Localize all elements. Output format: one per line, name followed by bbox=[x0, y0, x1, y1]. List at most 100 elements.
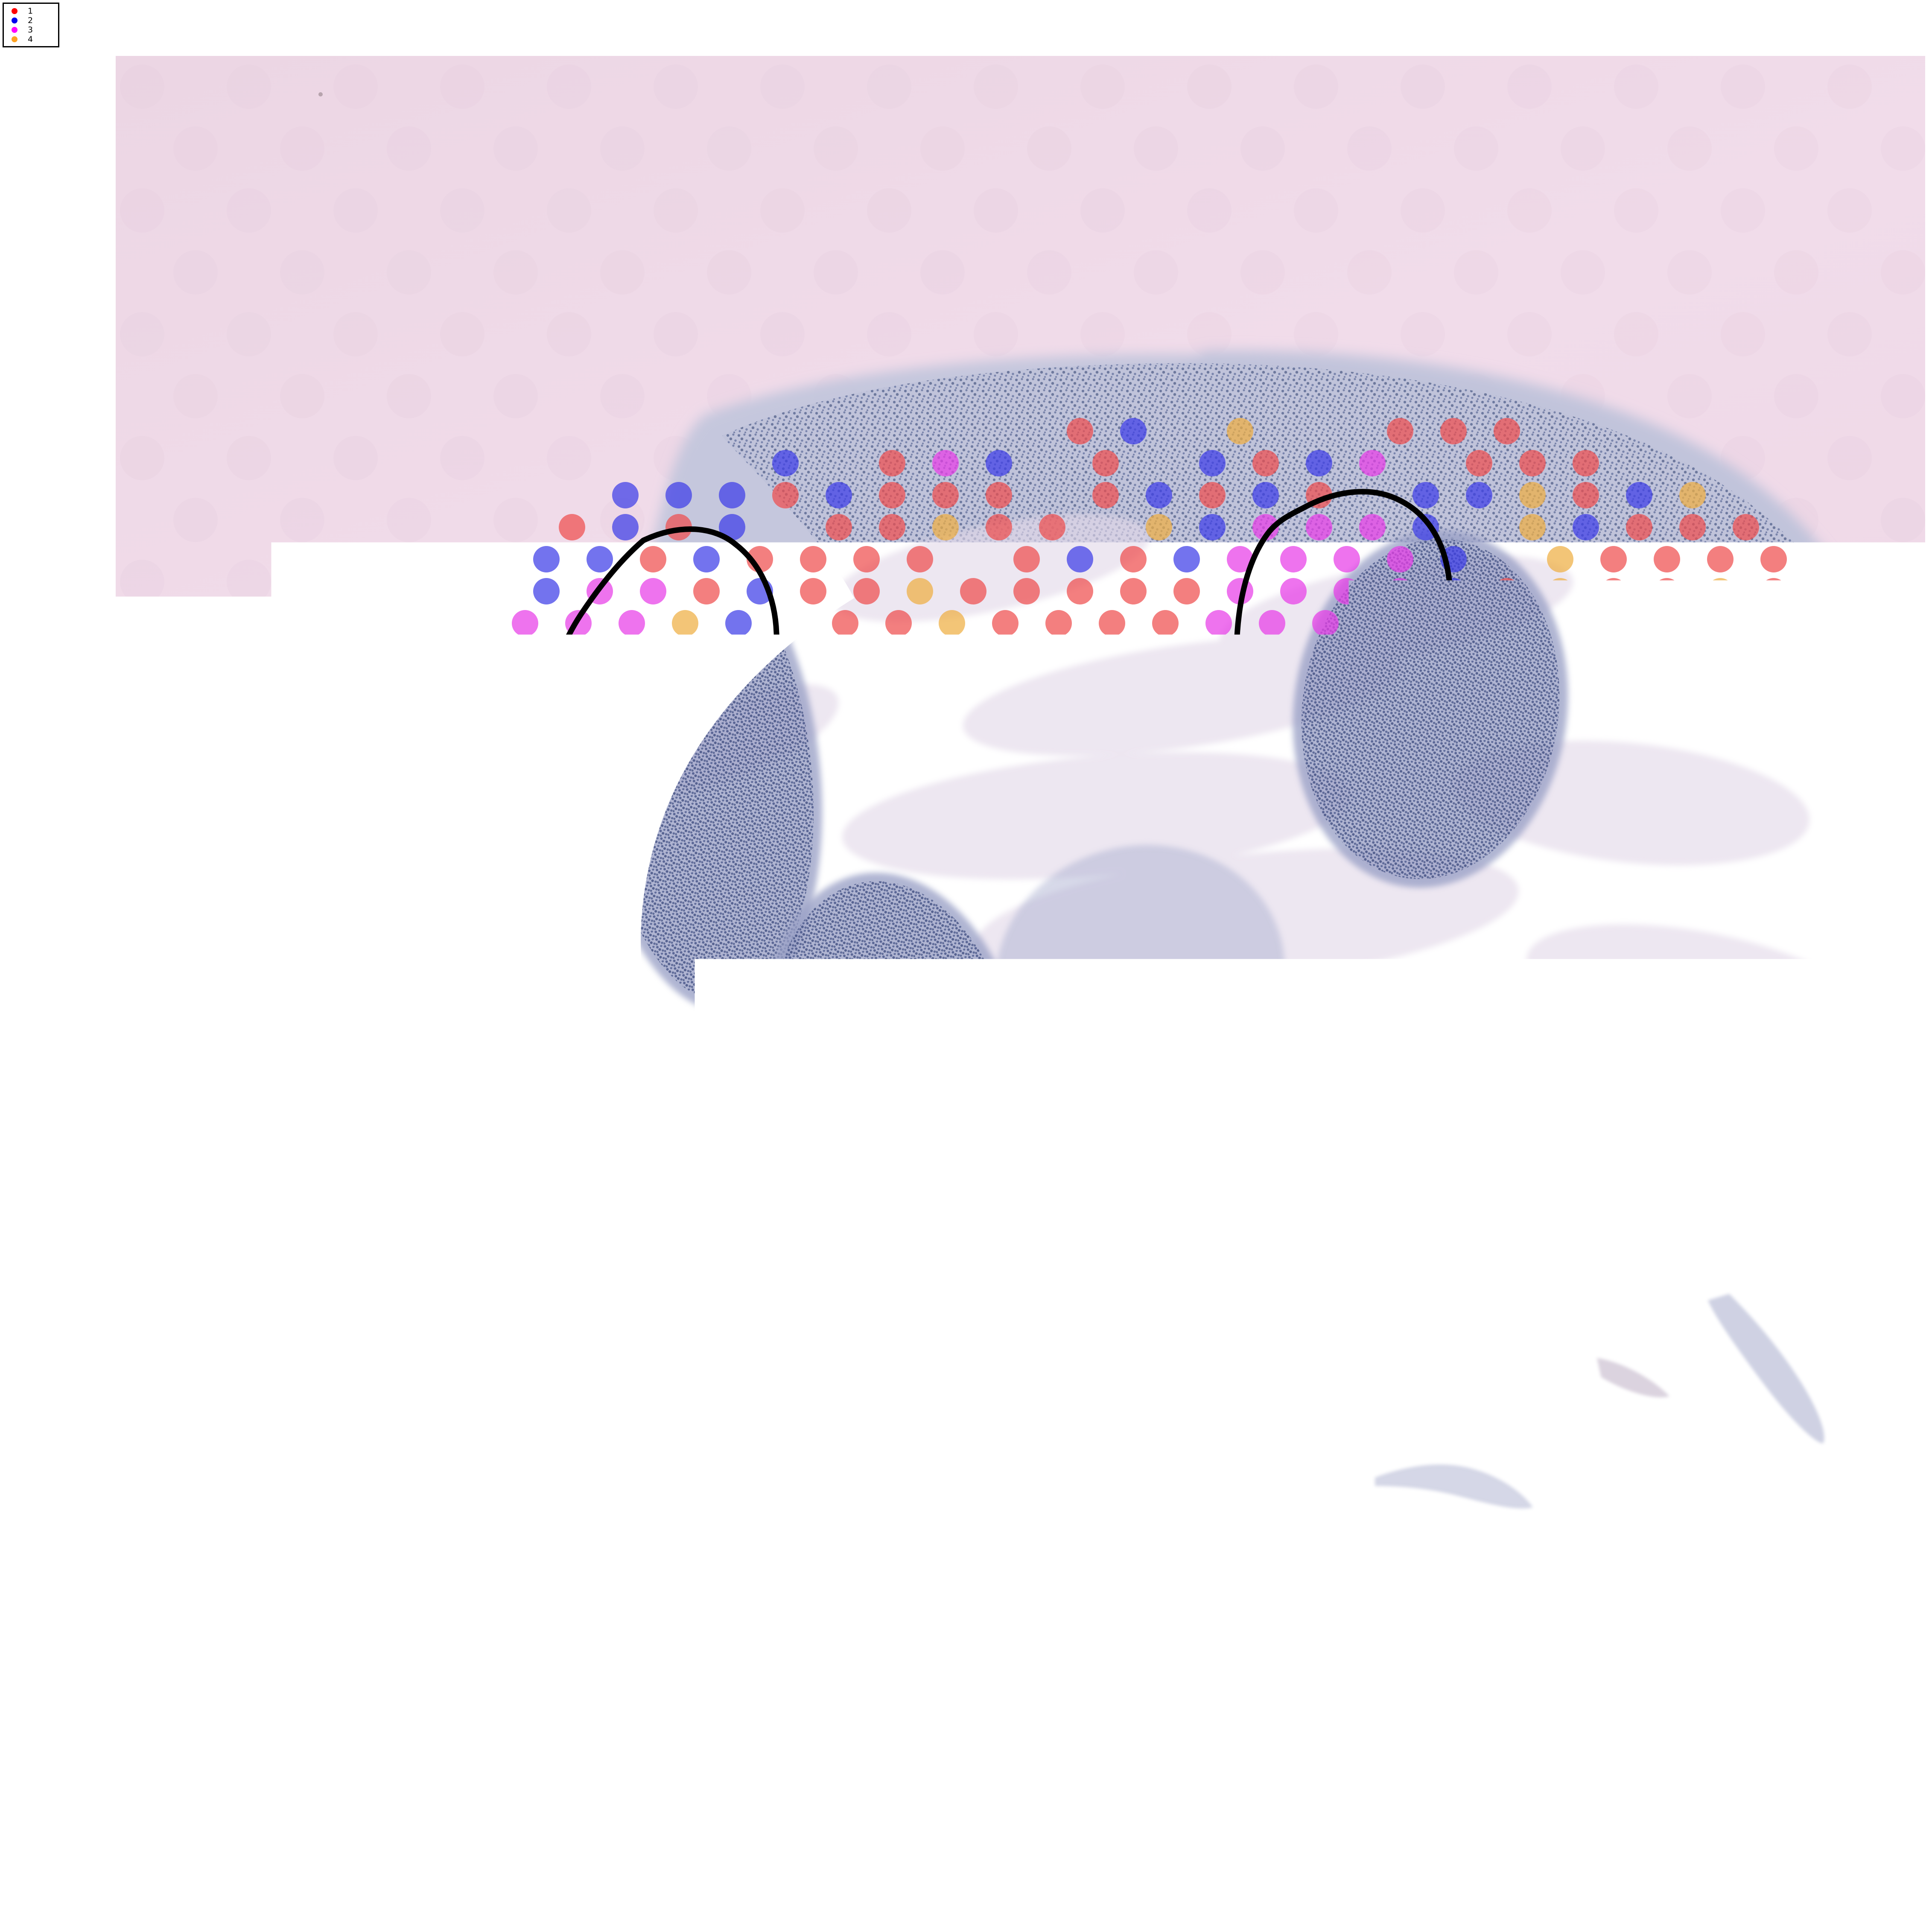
spot-cluster-4[interactable] bbox=[907, 802, 933, 829]
spot-cluster-3[interactable] bbox=[640, 802, 666, 829]
spot-cluster-3[interactable] bbox=[1419, 1154, 1445, 1181]
spot-cluster-1[interactable] bbox=[747, 802, 773, 829]
spot-cluster-2[interactable] bbox=[1334, 1090, 1360, 1117]
spot-cluster-1[interactable] bbox=[1131, 834, 1157, 861]
spot-cluster-2[interactable] bbox=[1227, 994, 1253, 1021]
spot-cluster-1[interactable] bbox=[1109, 1282, 1136, 1309]
spot-cluster-1[interactable] bbox=[1739, 610, 1766, 636]
legend-item-3[interactable]: 3 bbox=[4, 25, 58, 35]
spot-cluster-1[interactable] bbox=[1173, 578, 1200, 604]
spot-cluster-3[interactable] bbox=[683, 898, 709, 925]
spot-cluster-2[interactable] bbox=[1216, 1186, 1243, 1213]
spot-cluster-3[interactable] bbox=[1536, 962, 1563, 989]
spot-cluster-2[interactable] bbox=[1252, 482, 1279, 508]
spot-cluster-2[interactable] bbox=[1664, 930, 1691, 957]
spot-cluster-1[interactable] bbox=[1013, 802, 1040, 829]
spot-cluster-1[interactable] bbox=[1451, 834, 1477, 861]
spot-cluster-1[interactable] bbox=[1092, 482, 1119, 508]
spot-cluster-1[interactable] bbox=[1024, 930, 1051, 957]
spot-cluster-1[interactable] bbox=[875, 738, 901, 765]
spot-cluster-2[interactable] bbox=[1494, 994, 1520, 1021]
spot-cluster-4[interactable] bbox=[1547, 546, 1573, 572]
spot-cluster-1[interactable] bbox=[1141, 674, 1168, 701]
spot-cluster-4[interactable] bbox=[1664, 1218, 1691, 1245]
spot-cluster-3[interactable] bbox=[932, 450, 959, 476]
spot-cluster-1[interactable] bbox=[1419, 770, 1445, 797]
spot-cluster-3[interactable] bbox=[608, 706, 634, 733]
spot-cluster-1[interactable] bbox=[1398, 834, 1424, 861]
spot-cluster-3[interactable] bbox=[1387, 578, 1413, 604]
spot-cluster-1[interactable] bbox=[1568, 674, 1595, 701]
spot-cluster-3[interactable] bbox=[629, 962, 656, 989]
spot-cluster-1[interactable] bbox=[843, 962, 869, 989]
spot-cluster-2[interactable] bbox=[725, 610, 752, 636]
spot-cluster-1[interactable] bbox=[1035, 674, 1061, 701]
spot-cluster-4[interactable] bbox=[1515, 674, 1541, 701]
spot-cluster-1[interactable] bbox=[949, 898, 976, 925]
spot-cluster-3[interactable] bbox=[1504, 834, 1531, 861]
spot-cluster-2[interactable] bbox=[533, 546, 560, 572]
spot-cluster-1[interactable] bbox=[1152, 866, 1179, 893]
spot-cluster-1[interactable] bbox=[1024, 1026, 1051, 1053]
spot-cluster-2[interactable] bbox=[1750, 898, 1776, 925]
spot-cluster-1[interactable] bbox=[1579, 642, 1605, 669]
spot-cluster-1[interactable] bbox=[1039, 514, 1065, 540]
spot-cluster-1[interactable] bbox=[1760, 546, 1787, 572]
spot-cluster-3[interactable] bbox=[1600, 994, 1627, 1021]
spot-cluster-1[interactable] bbox=[1696, 962, 1723, 989]
spot-cluster-2[interactable] bbox=[1312, 1058, 1339, 1085]
spot-cluster-1[interactable] bbox=[811, 1314, 837, 1341]
spot-cluster-4[interactable] bbox=[1568, 1250, 1595, 1277]
spot-cluster-1[interactable] bbox=[1579, 770, 1605, 797]
spot-cluster-1[interactable] bbox=[971, 1314, 997, 1341]
spot-cluster-4[interactable] bbox=[875, 706, 901, 733]
spot-cluster-1[interactable] bbox=[1451, 930, 1477, 957]
spot-cluster-3[interactable] bbox=[1195, 706, 1221, 733]
spot-cluster-4[interactable] bbox=[932, 514, 959, 540]
spot-cluster-1[interactable] bbox=[800, 802, 826, 829]
spot-cluster-1[interactable] bbox=[1045, 610, 1072, 636]
spot-cluster-2[interactable] bbox=[1419, 1058, 1445, 1085]
spot-cluster-1[interactable] bbox=[1760, 1090, 1787, 1117]
spot-cluster-3[interactable] bbox=[512, 642, 538, 669]
spot-cluster-2[interactable] bbox=[661, 674, 688, 701]
spot-cluster-3[interactable] bbox=[619, 866, 645, 893]
spot-cluster-1[interactable] bbox=[1526, 610, 1552, 636]
spot-cluster-2[interactable] bbox=[1259, 1058, 1285, 1085]
spot-cluster-1[interactable] bbox=[1573, 482, 1599, 508]
spot-cluster-4[interactable] bbox=[1771, 1218, 1798, 1245]
spot-cluster-1[interactable] bbox=[1067, 1090, 1093, 1117]
spot-cluster-2[interactable] bbox=[757, 1026, 784, 1053]
spot-cluster-3[interactable] bbox=[619, 610, 645, 636]
spot-cluster-3[interactable] bbox=[1451, 1122, 1477, 1149]
spot-cluster-2[interactable] bbox=[1312, 1154, 1339, 1181]
spot-cluster-1[interactable] bbox=[1760, 802, 1787, 829]
spot-cluster-3[interactable] bbox=[619, 770, 645, 797]
spot-cluster-3[interactable] bbox=[672, 642, 698, 669]
spot-cluster-2[interactable] bbox=[1440, 578, 1467, 604]
spot-cluster-1[interactable] bbox=[971, 1122, 997, 1149]
spot-cluster-1[interactable] bbox=[1782, 706, 1808, 733]
spot-cluster-1[interactable] bbox=[1515, 738, 1541, 765]
spot-cluster-2[interactable] bbox=[826, 482, 852, 508]
spot-cluster-1[interactable] bbox=[1216, 898, 1243, 925]
spot-cluster-4[interactable] bbox=[1344, 1314, 1371, 1341]
spot-cluster-1[interactable] bbox=[1696, 898, 1723, 925]
spot-cluster-1[interactable] bbox=[1632, 1058, 1659, 1085]
spot-cluster-1[interactable] bbox=[992, 1346, 1019, 1373]
spot-cluster-2[interactable] bbox=[757, 1218, 784, 1245]
spot-cluster-3[interactable] bbox=[501, 674, 528, 701]
spot-cluster-1[interactable] bbox=[981, 1250, 1008, 1277]
spot-cluster-1[interactable] bbox=[789, 1282, 816, 1309]
spot-cluster-4[interactable] bbox=[1739, 642, 1766, 669]
spot-cluster-1[interactable] bbox=[597, 1026, 624, 1053]
spot-cluster-3[interactable] bbox=[1398, 1122, 1424, 1149]
spot-cluster-3[interactable] bbox=[1558, 930, 1584, 957]
spot-cluster-3[interactable] bbox=[1302, 674, 1328, 701]
spot-cluster-1[interactable] bbox=[885, 610, 912, 636]
spot-cluster-4[interactable] bbox=[1718, 1218, 1744, 1245]
spot-cluster-3[interactable] bbox=[1205, 642, 1232, 669]
spot-cluster-1[interactable] bbox=[1270, 1282, 1296, 1309]
spot-cluster-1[interactable] bbox=[932, 482, 959, 508]
spot-cluster-4[interactable] bbox=[843, 1282, 869, 1309]
